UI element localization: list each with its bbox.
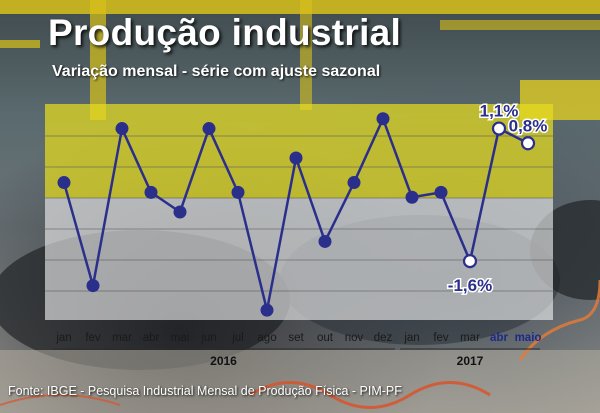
x-tick-label: nov [345, 332, 364, 344]
data-point [115, 122, 129, 136]
point-value-label: 0,8% [509, 116, 548, 135]
x-tick-label: abr [143, 332, 160, 344]
data-point [173, 205, 187, 219]
x-tick-label: mar [112, 332, 132, 344]
data-point [231, 185, 245, 199]
data-point [434, 185, 448, 199]
highlight-point [462, 253, 478, 269]
point-value-label: 1,1% [480, 102, 519, 121]
chart-title: Produção industrial [48, 12, 402, 53]
source-note: Fonte: IBGE - Pesquisa Industrial Mensal… [8, 384, 402, 398]
plot-band-positive [45, 104, 553, 198]
x-tick-label: jan [403, 332, 419, 344]
data-point [86, 279, 100, 293]
data-point [260, 303, 274, 317]
x-tick-label: out [317, 332, 334, 344]
point-value-label: -1,6% [448, 276, 492, 295]
x-tick-label: jun [200, 332, 216, 344]
x-tick-label: fev [85, 332, 101, 344]
highlight-point [520, 136, 536, 151]
x-tick-label: dez [374, 332, 393, 344]
x-tick-label: jan [55, 332, 71, 344]
x-tick-label: mai [171, 332, 190, 344]
chart-subtitle: Variação mensal - série com ajuste sazon… [52, 63, 381, 80]
x-tick-label: set [288, 332, 304, 344]
x-tick-label: abr [490, 332, 508, 344]
highlight-point [491, 121, 507, 136]
highlight-labels: -1,6% 1,1%0,8% [446, 100, 549, 297]
data-point [289, 151, 303, 165]
plot-band-negative [45, 198, 553, 320]
data-point [405, 190, 419, 204]
data-point [318, 234, 332, 248]
data-point [202, 122, 216, 136]
series-markers [57, 112, 536, 317]
data-point [57, 176, 71, 190]
data-point [376, 112, 390, 126]
x-axis-tick-labels: jan fev mar abr mai jun jul ago set out nov dez jan f… [55, 332, 541, 344]
x-tick-label: ago [257, 332, 276, 344]
year-groups: 2016 2017 [52, 348, 540, 368]
x-tick-label: maio [515, 332, 542, 344]
x-tick-label: mar [460, 332, 480, 344]
x-tick-label: fev [433, 332, 449, 344]
data-point [144, 185, 158, 199]
x-tick-label: jul [231, 332, 244, 344]
year-label: 2017 [457, 354, 484, 368]
year-label: 2016 [210, 354, 237, 368]
data-point [347, 176, 361, 190]
